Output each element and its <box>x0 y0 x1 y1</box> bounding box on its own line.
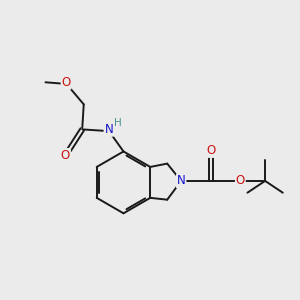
Text: O: O <box>206 144 215 157</box>
Text: O: O <box>236 174 245 188</box>
Text: N: N <box>104 123 113 136</box>
Text: O: O <box>61 76 71 89</box>
Text: H: H <box>114 118 122 128</box>
Text: N: N <box>177 174 186 188</box>
Text: O: O <box>61 149 70 162</box>
